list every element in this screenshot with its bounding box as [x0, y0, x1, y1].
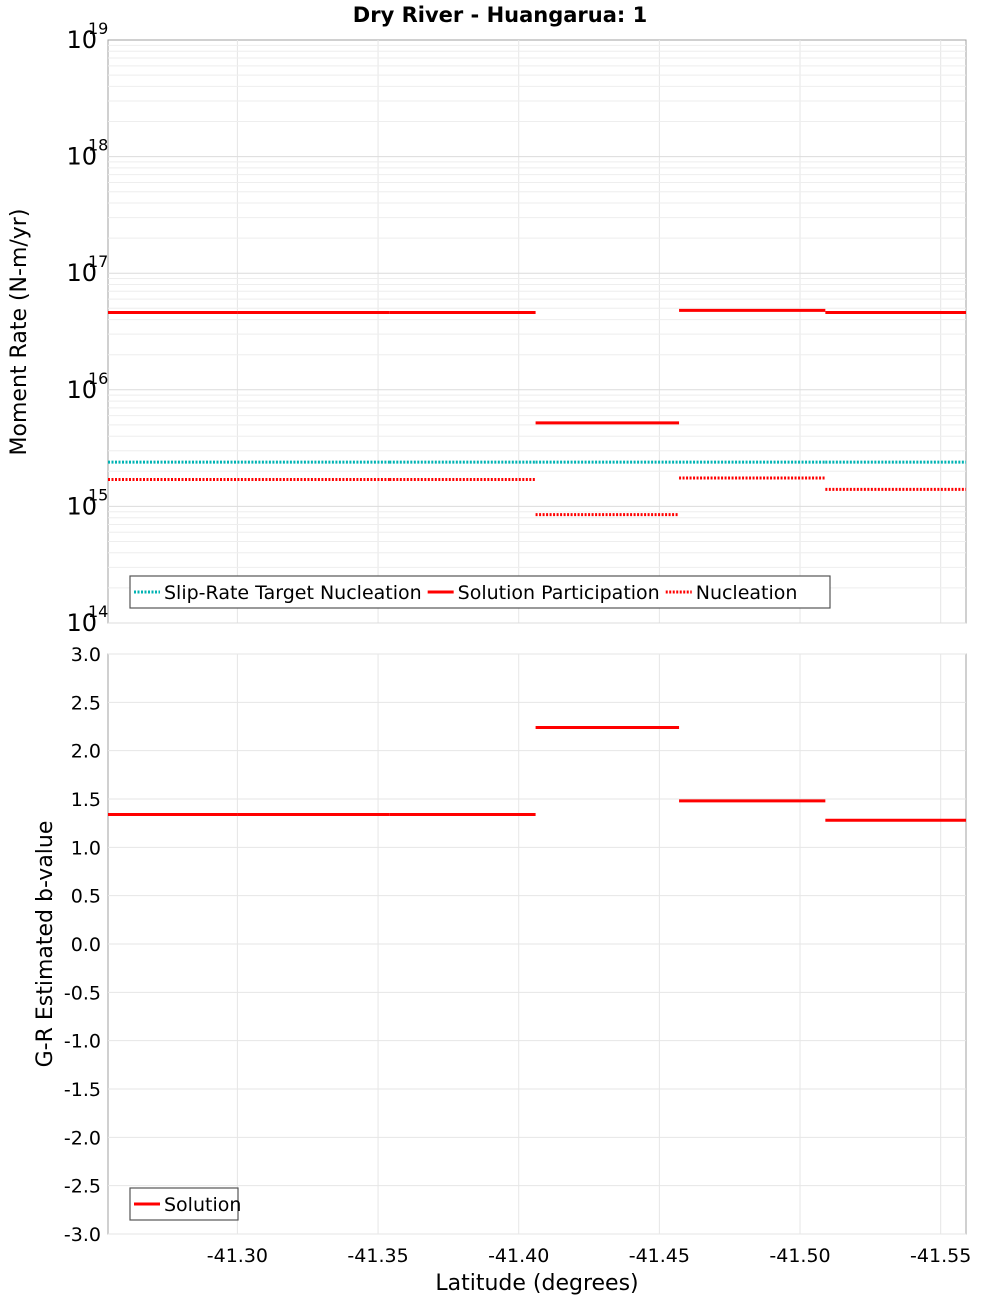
y-tick-exponent: 16	[88, 369, 108, 388]
x-tick-label: -41.55	[910, 1245, 971, 1267]
moment-rate-grid	[108, 40, 966, 624]
solution-legend-label: Solution	[164, 1194, 241, 1216]
y-tick-label: 2.0	[71, 741, 101, 763]
y-tick-label: 10	[66, 259, 97, 287]
y-tick-label: -2.5	[64, 1176, 101, 1198]
x-tick-label: -41.40	[488, 1245, 549, 1267]
y-tick-exponent: 17	[88, 252, 108, 271]
solution-participation-legend-label: Solution Participation	[458, 582, 660, 604]
b-value-series	[108, 725, 966, 822]
y-tick-label: 1.0	[71, 837, 101, 859]
y-tick-label: 10	[66, 376, 97, 404]
moment-rate-plot-area	[107, 39, 967, 624]
x-tick-label: -41.35	[347, 1245, 408, 1267]
slip-rate-target-nucleation-legend-label: Slip-Rate Target Nucleation	[164, 582, 422, 604]
legend-box	[129, 575, 831, 609]
y-tick-label: 0.5	[71, 886, 101, 908]
y-tick-label: 2.5	[71, 692, 101, 714]
moment-rate-y-axis-label: Moment Rate (N-m/yr)	[7, 209, 32, 456]
b-value-grid	[108, 653, 966, 1235]
y-tick-label: -0.5	[64, 982, 101, 1004]
y-tick-label: -3.0	[64, 1224, 101, 1246]
y-tick-exponent: 19	[88, 19, 108, 38]
moment-rate-legend: Slip-Rate Target Nucleation Solution Part…	[129, 575, 831, 609]
y-tick-exponent: 14	[88, 602, 108, 621]
y-tick-label: 10	[66, 609, 97, 637]
b-value-y-axis-label: G-R Estimated b-value	[33, 821, 58, 1068]
b-value-y-ticks: 3.0 2.5 2.0 1.5 1.0 0.5 0.0 -0.5 -1.0 -1.5 -2.0 -2.…	[64, 644, 101, 1246]
y-tick-label: 0.0	[71, 934, 101, 956]
x-tick-label: -41.50	[769, 1245, 830, 1267]
y-tick-label: 10	[66, 26, 97, 54]
y-tick-exponent: 18	[88, 136, 108, 155]
y-tick-label: 10	[66, 143, 97, 171]
y-tick-label: 10	[66, 492, 97, 520]
chart-title: Dry River - Huangarua: 1	[353, 3, 647, 27]
y-tick-label: -1.5	[64, 1079, 101, 1101]
y-tick-label: 1.5	[71, 789, 101, 811]
x-tick-label: -41.30	[207, 1245, 268, 1267]
y-tick-exponent: 15	[88, 485, 108, 504]
y-tick-label: 3.0	[71, 644, 101, 666]
x-tick-label: -41.45	[629, 1245, 690, 1267]
b-value-legend: Solution	[129, 1187, 241, 1221]
y-tick-label: -2.0	[64, 1127, 101, 1149]
x-axis-label: Latitude (degrees)	[435, 1271, 638, 1296]
x-axis-ticks: -41.30 -41.35 -41.40 -41.45 -41.50 -41.55	[207, 1245, 972, 1267]
nucleation-legend-label: Nucleation	[696, 582, 798, 604]
b-value-panel: 3.0 2.5 2.0 1.5 1.0 0.5 0.0 -0.5 -1.0 -1.5 -2.0 -2.…	[33, 644, 967, 1246]
y-tick-label: -1.0	[64, 1031, 101, 1053]
moment-rate-series	[108, 308, 966, 517]
